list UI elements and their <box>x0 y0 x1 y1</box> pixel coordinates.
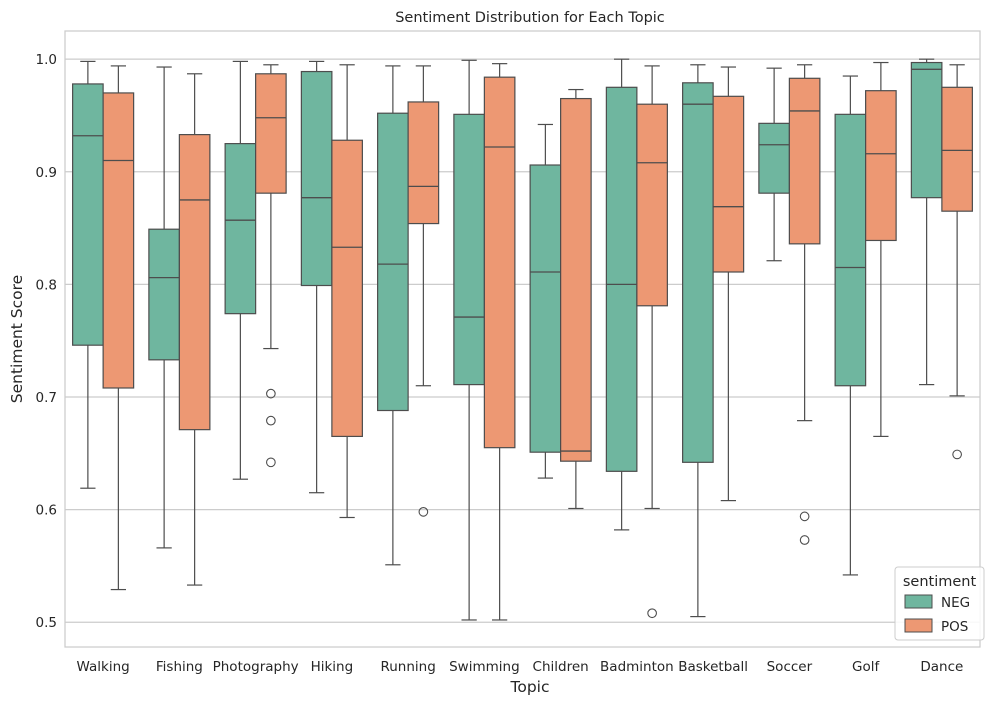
iqr-box <box>834 113 867 387</box>
iqr-box <box>148 228 180 361</box>
box-children-pos <box>560 88 592 510</box>
box-walking-pos <box>102 65 135 591</box>
outlier-point <box>952 449 962 460</box>
box-children-neg <box>529 123 562 479</box>
iqr-box <box>941 86 973 212</box>
iqr-box <box>453 113 485 386</box>
outlier-point <box>799 511 810 522</box>
iqr-box <box>682 82 714 463</box>
box-badminton-pos <box>636 65 668 619</box>
box-basketball-pos <box>712 66 745 502</box>
box-badminton-neg <box>605 58 638 531</box>
y-tick-label: 0.9 <box>36 165 57 181</box>
y-tick-label: 0.6 <box>36 503 57 519</box>
iqr-box <box>758 122 790 194</box>
x-tick-labels: Walking Fishing Photography Hiking Running Sw… <box>77 659 964 675</box>
x-tick-label-fishing: Fishing <box>156 659 203 675</box>
legend-swatch-pos <box>904 618 933 633</box>
legend-label-pos: POS <box>941 619 968 635</box>
box-fishing-pos <box>178 73 211 586</box>
box-running-neg <box>377 65 409 566</box>
outlier-point <box>799 535 810 545</box>
outlier-point <box>266 457 276 468</box>
outlier-point <box>418 507 429 517</box>
box-fishing-neg <box>148 66 180 549</box>
iqr-box <box>788 77 821 245</box>
plot-area-frame <box>64 30 981 648</box>
x-tick-label-walking: Walking <box>77 659 130 675</box>
iqr-box <box>178 134 211 431</box>
iqr-box <box>255 73 287 194</box>
box-hiking-neg <box>300 60 333 494</box>
iqr-box <box>560 97 592 462</box>
box-walking-neg <box>72 60 104 489</box>
y-tick-label: 0.8 <box>36 277 57 293</box>
box-photography-pos <box>255 64 287 468</box>
box-swimming-neg <box>453 59 485 621</box>
box-dance-pos <box>941 64 973 460</box>
iqr-box <box>224 143 257 315</box>
box-soccer-pos <box>788 64 821 545</box>
box-basketball-neg <box>682 64 714 618</box>
x-tick-label-children: Children <box>533 659 589 675</box>
y-tick-labels: 0.5 0.6 0.7 0.8 0.9 1.0 <box>36 52 57 631</box>
box-dance-neg <box>910 58 943 386</box>
iqr-box <box>529 164 562 453</box>
iqr-box <box>865 90 897 242</box>
iqr-box <box>377 112 409 412</box>
y-gridlines <box>65 58 980 623</box>
y-axis-label: Sentiment Score <box>8 275 26 403</box>
x-tick-label-photography: Photography <box>213 659 299 675</box>
x-tick-label-basketball: Basketball <box>678 659 748 675</box>
x-tick-label-running: Running <box>380 659 435 675</box>
box-photography-neg <box>224 60 257 480</box>
box-golf-neg <box>834 75 867 576</box>
legend-title: sentiment <box>903 574 977 590</box>
box-hiking-pos <box>331 64 363 519</box>
outlier-point <box>647 608 657 619</box>
iqr-box <box>483 76 516 449</box>
x-tick-label-badminton: Badminton <box>600 659 674 675</box>
iqr-box <box>712 95 745 273</box>
iqr-box <box>102 92 135 389</box>
iqr-box <box>72 83 104 346</box>
y-tick-label: 0.7 <box>36 390 57 406</box>
x-tick-label-soccer: Soccer <box>767 659 813 675</box>
box-golf-pos <box>865 61 897 438</box>
iqr-box <box>605 86 638 472</box>
box-running-pos <box>407 65 440 517</box>
legend-label-neg: NEG <box>941 595 970 611</box>
x-axis-label: Topic <box>510 678 550 696</box>
iqr-box <box>300 70 333 287</box>
y-tick-label: 0.5 <box>36 615 57 631</box>
outlier-point <box>266 415 276 426</box>
boxes-layer <box>72 58 973 621</box>
iqr-box <box>331 139 363 438</box>
box-swimming-pos <box>483 63 516 621</box>
legend-swatch-neg <box>904 594 933 609</box>
x-tick-label-hiking: Hiking <box>311 659 354 675</box>
box-soccer-neg <box>758 67 790 262</box>
x-tick-label-golf: Golf <box>852 659 880 675</box>
iqr-box <box>910 61 943 199</box>
iqr-box <box>407 101 440 225</box>
iqr-box <box>636 103 668 307</box>
chart-title: Sentiment Distribution for Each Topic <box>395 10 665 26</box>
x-tick-label-dance: Dance <box>920 659 963 675</box>
legend: sentiment NEG POS <box>894 566 985 641</box>
x-tick-label-swimming: Swimming <box>449 659 520 675</box>
y-tick-label: 1.0 <box>36 52 57 68</box>
outlier-point <box>266 388 276 399</box>
